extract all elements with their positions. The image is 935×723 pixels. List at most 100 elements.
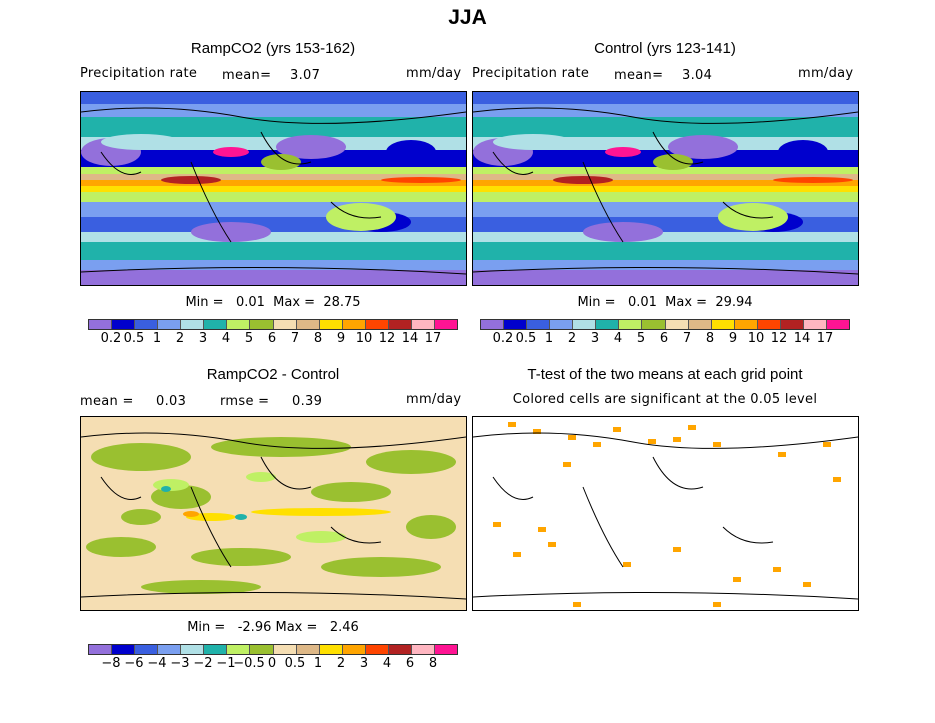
significant-cell	[778, 452, 786, 457]
colorbar-label: 4	[221, 331, 231, 346]
colorbar-swatch	[158, 645, 182, 654]
precip-region	[653, 154, 693, 170]
colorbar-swatch	[388, 320, 412, 329]
colorbar-swatch	[573, 320, 597, 329]
panel2-variable: Precipitation rate	[472, 66, 590, 81]
colorbar-swatch	[780, 320, 804, 329]
colorbar-label: −3	[170, 656, 190, 671]
panel2-map	[472, 91, 859, 286]
colorbar-label: 0.5	[284, 656, 306, 671]
colorbar-label: 1	[313, 656, 323, 671]
significant-cell	[513, 552, 521, 557]
precip-band	[81, 167, 466, 174]
precip-band	[81, 104, 466, 117]
significant-cell	[563, 462, 571, 467]
precip-region	[213, 147, 249, 157]
significant-cell	[613, 427, 621, 432]
precip-region	[773, 177, 853, 183]
colorbar-swatch	[757, 320, 781, 329]
colorbar-label: −2	[193, 656, 213, 671]
colorbar-label: 7	[682, 331, 692, 346]
precip-band	[473, 232, 858, 242]
colorbar-label: 4	[613, 331, 623, 346]
panel3-map	[80, 416, 467, 611]
precip-band	[473, 167, 858, 174]
significant-cell	[573, 602, 581, 607]
colorbar-swatch	[665, 320, 689, 329]
panel3-mean-label: mean =	[80, 394, 134, 409]
colorbar-label: 6	[405, 656, 415, 671]
colorbar-label: 0.2	[492, 331, 514, 346]
panel3-colorbar	[88, 644, 458, 655]
colorbar-label: 1	[152, 331, 162, 346]
coastline	[473, 107, 858, 275]
precip-region	[386, 140, 436, 164]
panel1-minmax: Min = 0.01 Max = 28.75	[185, 295, 361, 310]
precip-region	[161, 176, 221, 184]
precip-band	[473, 180, 858, 186]
colorbar-swatch	[273, 320, 297, 329]
significant-cell	[673, 547, 681, 552]
precip-region	[493, 134, 573, 150]
precip-band	[81, 270, 466, 285]
colorbar-label: 2	[175, 331, 185, 346]
colorbar-swatch	[388, 645, 412, 654]
colorbar-swatch	[181, 320, 205, 329]
significant-cell	[593, 442, 601, 447]
colorbar-label: 12	[770, 331, 788, 346]
colorbar-swatch	[227, 320, 251, 329]
panel3-rmse: 0.39	[292, 394, 323, 409]
panel3-mean: 0.03	[156, 394, 187, 409]
precip-band	[473, 242, 858, 260]
colorbar-label: 14	[401, 331, 419, 346]
colorbar-label: 0.2	[100, 331, 122, 346]
significant-cell	[688, 425, 696, 430]
precip-band	[473, 104, 858, 117]
panel1-mean-label: mean=	[222, 68, 272, 83]
colorbar-swatch	[204, 645, 228, 654]
colorbar-label: −8	[101, 656, 121, 671]
significant-cell	[648, 439, 656, 444]
colorbar-swatch	[296, 320, 320, 329]
significant-cell	[538, 527, 546, 532]
precip-band	[473, 202, 858, 217]
colorbar-label: 2	[567, 331, 577, 346]
panel1-map	[80, 91, 467, 286]
colorbar-label: 8	[705, 331, 715, 346]
significant-cell	[623, 562, 631, 567]
significant-cell	[533, 429, 541, 434]
colorbar-label: 3	[359, 656, 369, 671]
colorbar-label: 17	[816, 331, 834, 346]
colorbar-swatch	[135, 320, 159, 329]
precip-region	[778, 140, 828, 164]
precip-band	[473, 186, 858, 192]
colorbar-swatch	[342, 320, 366, 329]
precip-region	[668, 135, 738, 159]
colorbar-swatch	[112, 320, 136, 329]
colorbar-label: 5	[636, 331, 646, 346]
significant-cell	[713, 442, 721, 447]
panel2-minmax: Min = 0.01 Max = 29.94	[577, 295, 753, 310]
colorbar-label: 10	[747, 331, 765, 346]
colorbar-swatch	[434, 645, 457, 654]
colorbar-label: 7	[290, 331, 300, 346]
colorbar-label: 4	[382, 656, 392, 671]
colorbar-swatch	[204, 320, 228, 329]
precip-band	[81, 117, 466, 137]
precip-band	[473, 117, 858, 137]
precip-region	[191, 222, 271, 242]
colorbar-swatch	[89, 645, 113, 654]
colorbar-label: 8	[313, 331, 323, 346]
colorbar-label: 5	[244, 331, 254, 346]
panel3-minmax: Min = -2.96 Max = 2.46	[187, 620, 359, 635]
panel2-colorbar	[480, 319, 850, 330]
panel2-colorbar-labels: 0.2 0.5 1 2 3 4 5 6 7 8 9 10 12 14 17	[480, 331, 848, 347]
significant-cell	[773, 567, 781, 572]
panel1-colorbar-labels: 0.2 0.5 1 2 3 4 5 6 7 8 9 10 12 14 17	[88, 331, 456, 347]
panel2-title: Control (yrs 123-141)	[594, 40, 736, 57]
colorbar-swatch	[481, 320, 505, 329]
panel1-colorbar	[88, 319, 458, 330]
precip-band	[81, 260, 466, 270]
colorbar-label: 3	[198, 331, 208, 346]
colorbar-swatch	[411, 320, 435, 329]
